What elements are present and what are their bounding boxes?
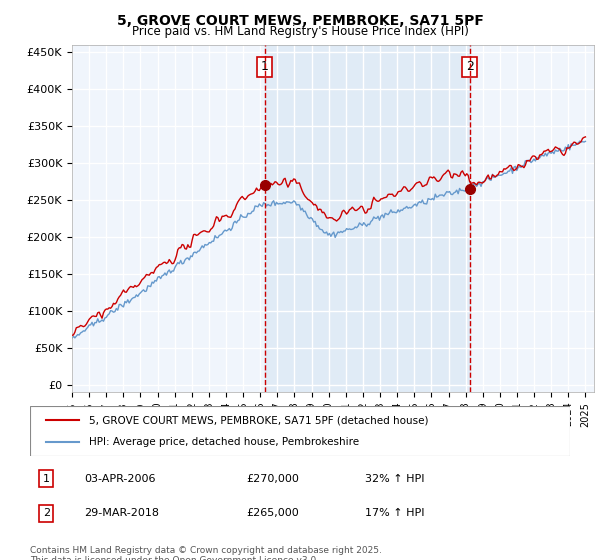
Text: 2: 2 [466,60,473,73]
Text: 5, GROVE COURT MEWS, PEMBROKE, SA71 5PF (detached house): 5, GROVE COURT MEWS, PEMBROKE, SA71 5PF … [89,415,429,425]
Text: 17% ↑ HPI: 17% ↑ HPI [365,508,424,519]
FancyBboxPatch shape [30,406,570,456]
Text: 32% ↑ HPI: 32% ↑ HPI [365,474,424,484]
Text: Contains HM Land Registry data © Crown copyright and database right 2025.
This d: Contains HM Land Registry data © Crown c… [30,546,382,560]
Text: 1: 1 [43,474,50,484]
Text: 1: 1 [260,60,268,73]
Text: 5, GROVE COURT MEWS, PEMBROKE, SA71 5PF: 5, GROVE COURT MEWS, PEMBROKE, SA71 5PF [116,14,484,28]
Bar [265,45,470,392]
Text: £270,000: £270,000 [246,474,299,484]
Text: HPI: Average price, detached house, Pembrokeshire: HPI: Average price, detached house, Pemb… [89,437,359,447]
Text: 2: 2 [43,508,50,519]
Text: Price paid vs. HM Land Registry's House Price Index (HPI): Price paid vs. HM Land Registry's House … [131,25,469,38]
Text: 03-APR-2006: 03-APR-2006 [84,474,155,484]
Text: £265,000: £265,000 [246,508,299,519]
Text: 29-MAR-2018: 29-MAR-2018 [84,508,159,519]
